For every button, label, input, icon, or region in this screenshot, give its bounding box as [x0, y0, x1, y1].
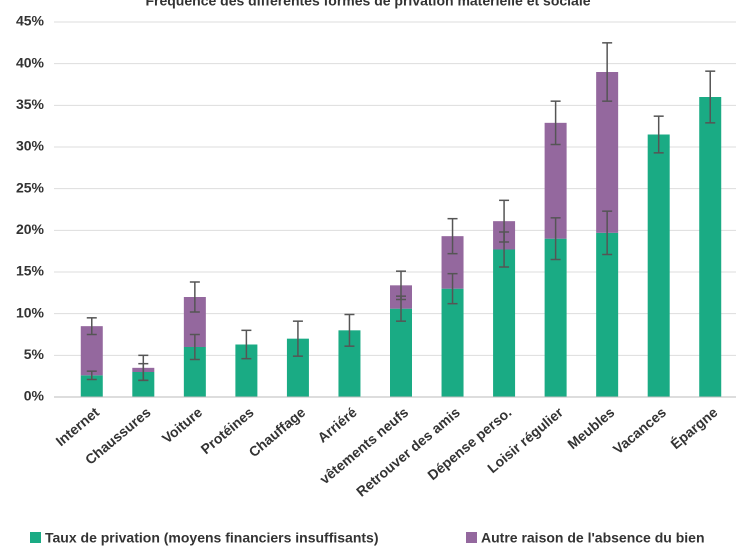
error-bar	[86, 317, 97, 336]
legend-swatch	[466, 532, 477, 543]
error-bar	[499, 199, 510, 243]
y-tick-label: 20%	[16, 221, 45, 237]
y-tick-label: 0%	[24, 388, 45, 404]
y-tick-label: 15%	[16, 263, 45, 279]
x-tick-label: vêtements neufs	[316, 404, 411, 487]
bar-segment	[338, 330, 361, 397]
bar-segment	[544, 238, 567, 397]
error-bar	[653, 115, 664, 154]
bar-segment	[132, 372, 155, 397]
error-bar	[396, 270, 406, 301]
chart-title: Fréquence des différentes formes de priv…	[145, 0, 590, 9]
x-tick-label: Internet	[52, 404, 102, 449]
legend-label: Taux de privation (moyens financiers ins…	[45, 530, 378, 546]
error-bar	[550, 100, 561, 146]
y-tick-label: 5%	[24, 346, 45, 362]
error-bar	[189, 333, 200, 361]
bar-segment	[183, 347, 206, 397]
error-bar	[86, 370, 97, 381]
y-tick-label: 30%	[16, 138, 45, 154]
error-bar	[705, 70, 716, 124]
error-bar	[138, 354, 149, 382]
y-tick-label: 40%	[16, 54, 45, 70]
legend-label: Autre raison de l'absence du bien	[481, 530, 705, 546]
x-tick-label: Vacances	[610, 404, 669, 457]
error-bar	[447, 272, 458, 305]
bar-segment	[596, 232, 619, 397]
bar-segment	[699, 97, 722, 397]
error-bar	[292, 320, 303, 357]
bar-segment	[441, 288, 464, 397]
error-bar	[189, 281, 200, 313]
x-tick-label: Chauffage	[246, 404, 309, 460]
bar-segment	[596, 72, 619, 233]
bar-segment	[441, 236, 464, 289]
legend-swatch	[30, 532, 41, 543]
bar-segment	[80, 375, 103, 397]
error-bar	[344, 313, 355, 347]
y-tick-label: 10%	[16, 304, 45, 320]
error-bar	[447, 217, 458, 255]
bar-segment	[80, 326, 103, 376]
x-tick-label: Épargne	[667, 404, 720, 452]
bar-segment	[544, 122, 567, 239]
bar-segment	[286, 338, 309, 397]
x-tick-label: Arriéré	[314, 404, 360, 446]
y-tick-label: 25%	[16, 179, 45, 195]
error-bar	[241, 329, 252, 360]
bar-segment	[390, 308, 412, 397]
error-bar	[550, 217, 561, 261]
y-tick-label: 45%	[16, 13, 45, 29]
y-tick-label: 35%	[16, 96, 45, 112]
x-tick-label: Voiture	[159, 404, 206, 447]
bar-segment	[183, 297, 206, 347]
bar-segment	[235, 344, 258, 397]
bar-segment	[493, 249, 516, 397]
error-bar	[602, 42, 613, 102]
bar-segment	[647, 134, 670, 397]
error-bar	[602, 210, 613, 256]
